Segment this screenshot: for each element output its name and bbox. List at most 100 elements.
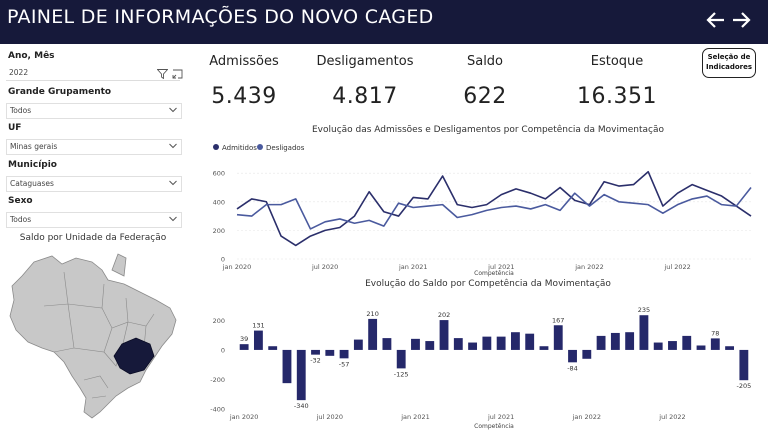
kpi-admissoes-value: 5.439 — [211, 84, 277, 109]
filter-municipio-label: Município — [8, 160, 57, 170]
bar-chart-y-axis: -400 -200 0 200 — [210, 317, 225, 414]
line-x-tick-label: jan 2020 — [222, 263, 252, 271]
kpi-saldo-label: Saldo — [466, 54, 504, 69]
bar[interactable] — [725, 346, 735, 350]
bar[interactable] — [325, 349, 335, 356]
bar[interactable] — [710, 338, 720, 350]
bar[interactable] — [239, 344, 249, 350]
kpi-estoque-label: Estoque — [590, 54, 644, 69]
chevron-down-icon — [169, 107, 177, 113]
bar[interactable] — [610, 332, 620, 350]
filter-grupamento-value: Todos — [10, 106, 32, 115]
line-series-admitidos[interactable] — [236, 170, 752, 247]
bar-chart-title: Evolução do Saldo por Competência da Mov… — [365, 279, 611, 289]
bar-chart[interactable]: -400 -200 0 200 39 131 -340 -32 -57 210 -125 202 16… — [200, 293, 765, 430]
bar-chart-data-labels: 39 131 -340 -32 -57 210 -125 202 167 -84 235 78 -205 — [240, 306, 751, 410]
line-chart[interactable]: Admitidos Desligados 0 200 400 600 jan 2020… — [200, 138, 765, 278]
bar-data-label: 167 — [552, 316, 564, 324]
bar-chart-bars — [239, 315, 749, 401]
chevron-down-icon — [169, 180, 177, 186]
bar[interactable] — [525, 333, 535, 350]
kpi-estoque-value: 16.351 — [577, 84, 657, 109]
legend-label-desligados[interactable]: Desligados — [266, 144, 305, 152]
line-chart-x-axis: jan 2020 jul 2020 jan 2021 jul 2021 jan 2022… — [222, 263, 691, 271]
bar[interactable] — [382, 338, 392, 350]
legend-label-admitidos[interactable]: Admitidos — [222, 144, 257, 152]
bar[interactable] — [396, 349, 406, 369]
forward-button[interactable] — [729, 8, 753, 32]
bar-data-label: -340 — [294, 402, 309, 410]
kpi-admissoes-label: Admissões — [209, 54, 279, 69]
filter-grupamento-label: Grande Grupamento — [8, 87, 112, 97]
bar[interactable] — [353, 339, 363, 350]
line-y-tick-label: 400 — [213, 198, 225, 206]
filter-ano-mes-value: 2022 — [9, 68, 29, 77]
bar[interactable] — [539, 346, 549, 350]
map-title: Saldo por Unidade da Federação — [19, 233, 167, 243]
line-x-tick-label: jan 2022 — [574, 263, 604, 271]
expand-icon[interactable] — [172, 69, 183, 79]
app-header: PAINEL DE INFORMAÇÕES DO NOVO CAGED — [0, 0, 768, 44]
legend-marker-admitidos — [213, 144, 219, 150]
bar[interactable] — [482, 336, 492, 350]
line-chart-y-axis: 0 200 400 600 — [213, 170, 225, 264]
bar[interactable] — [553, 325, 563, 350]
bar-y-tick-label: 200 — [213, 317, 225, 325]
filter-grupamento-dropdown[interactable]: Todos — [6, 103, 182, 119]
kpi-saldo-value: 622 — [463, 84, 507, 109]
line-chart-title: Evolução das Admissões e Desligamentos p… — [311, 125, 665, 135]
bar[interactable] — [668, 341, 677, 350]
filter-sexo-dropdown[interactable]: Todos — [6, 212, 182, 228]
bar[interactable] — [510, 332, 520, 350]
bar[interactable] — [368, 318, 378, 350]
bar[interactable] — [625, 332, 635, 350]
bar[interactable] — [296, 349, 306, 401]
filter-uf-dropdown[interactable]: Minas gerais — [6, 139, 182, 155]
bar[interactable] — [653, 342, 663, 350]
filter-ano-mes[interactable]: 2022 — [6, 66, 183, 81]
line-x-tick-label: jul 2022 — [663, 263, 690, 271]
bar[interactable] — [496, 336, 506, 350]
line-x-tick-label: jul 2021 — [487, 263, 514, 271]
bar[interactable] — [425, 341, 435, 350]
bar[interactable] — [568, 349, 577, 363]
filter-uf-value: Minas gerais — [10, 142, 58, 151]
selecao-indicadores-button[interactable]: Seleção de Indicadores — [702, 48, 756, 78]
line-series-desligados[interactable] — [236, 186, 752, 230]
bar-data-label: -84 — [567, 364, 578, 372]
filter-ano-mes-label: Ano, Mês — [8, 51, 55, 61]
bar-data-label: 235 — [638, 306, 650, 314]
back-button[interactable] — [704, 8, 728, 32]
bar[interactable] — [468, 342, 478, 350]
filter-icon[interactable] — [157, 69, 168, 79]
bar[interactable] — [282, 349, 292, 384]
bar[interactable] — [596, 335, 606, 350]
bar[interactable] — [582, 349, 592, 359]
bar[interactable] — [311, 349, 320, 355]
bar-chart-x-axis-title: Competência — [474, 423, 514, 430]
bar[interactable] — [639, 315, 649, 350]
brazil-map[interactable] — [4, 248, 182, 424]
bar-data-label: 39 — [240, 335, 248, 343]
bar[interactable] — [453, 338, 463, 350]
bar[interactable] — [253, 330, 263, 350]
kpi-desligamentos-value: 4.817 — [332, 84, 398, 109]
bar[interactable] — [682, 335, 692, 350]
selecao-indicadores-label: Seleção de Indicadores — [705, 53, 753, 71]
bar-data-label: 210 — [366, 310, 378, 318]
line-y-tick-label: 200 — [213, 227, 225, 235]
bar-x-tick-label: jan 2022 — [572, 413, 602, 421]
bar[interactable] — [696, 345, 706, 350]
chevron-down-icon — [169, 216, 177, 222]
filter-sexo-label: Sexo — [8, 196, 33, 206]
bar[interactable] — [339, 349, 349, 359]
filter-municipio-dropdown[interactable]: Cataguases — [6, 176, 182, 192]
bar-y-tick-label: -400 — [210, 406, 225, 414]
bar[interactable] — [268, 346, 278, 350]
bar-x-tick-label: jan 2020 — [229, 413, 259, 421]
bar[interactable] — [411, 338, 420, 350]
bar[interactable] — [739, 349, 749, 381]
map-state-minas-gerais[interactable] — [113, 337, 155, 375]
bar[interactable] — [439, 320, 449, 350]
arrow-right-icon — [733, 12, 751, 28]
